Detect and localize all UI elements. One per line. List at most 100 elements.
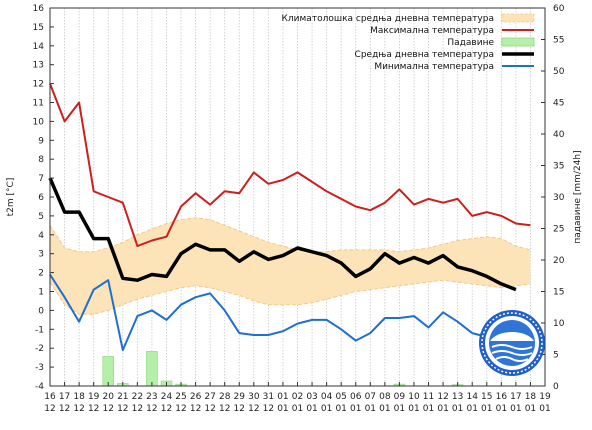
legend-swatch-bar: [501, 37, 535, 47]
y2-tick-label: 40: [553, 130, 565, 140]
rhmz-logo-icon: [479, 310, 545, 376]
x-tick-month: 01: [481, 404, 492, 414]
series-line-0: [49, 83, 531, 248]
y-tick-label: -2: [35, 344, 44, 354]
y-tick-label: 10: [33, 117, 45, 127]
y-tick-label: 7: [38, 174, 44, 184]
x-tick-month: 12: [204, 404, 215, 414]
y-tick-label: 12: [33, 80, 44, 90]
y-tick-label: 14: [33, 42, 45, 52]
x-tick-day: 10: [408, 392, 420, 402]
x-tick-month: 12: [88, 404, 99, 414]
x-tick-month: 01: [379, 404, 390, 414]
x-tick-month: 01: [365, 404, 376, 414]
y-tick-label: 8: [38, 155, 44, 165]
x-tick-day: 06: [350, 392, 362, 402]
x-tick-day: 02: [292, 392, 303, 402]
x-tick-day: 03: [306, 392, 317, 402]
x-tick-month: 12: [132, 404, 143, 414]
x-tick-day: 17: [59, 392, 70, 402]
x-tick-month: 01: [437, 404, 448, 414]
y2-tick-label: 0: [553, 382, 559, 392]
x-tick-day: 16: [44, 392, 56, 402]
x-tick-day: 20: [103, 392, 115, 402]
x-tick-day: 18: [73, 392, 85, 402]
x-tick-day: 04: [321, 392, 333, 402]
y-tick-label: 11: [33, 99, 44, 109]
x-tick-day: 28: [219, 392, 231, 402]
x-tick-day: 09: [394, 392, 406, 402]
series-line-2: [49, 273, 488, 352]
x-tick-month: 12: [59, 404, 70, 414]
x-tick-month: 01: [292, 404, 303, 414]
x-tick-day: 18: [525, 392, 537, 402]
legend: Климатолошка средња дневна температура Ма…: [282, 13, 535, 72]
series-line-1: [48, 177, 517, 292]
y-tick-label: 15: [33, 23, 44, 33]
y-axis-title: t2m [°C]: [6, 178, 16, 217]
x-tick-day: 27: [204, 392, 215, 402]
x-tick-month: 12: [234, 404, 245, 414]
y2-tick-label: 35: [553, 162, 564, 172]
x-tick-month: 12: [248, 404, 259, 414]
x-tick-month: 01: [423, 404, 434, 414]
x-tick-day: 16: [496, 392, 508, 402]
y-tick-label: -3: [35, 363, 44, 373]
x-tick-month: 01: [394, 404, 405, 414]
y2-tick-label: 50: [553, 67, 565, 77]
x-tick-day: 24: [161, 392, 173, 402]
x-tick-month: 12: [161, 404, 172, 414]
x-tick-day: 08: [379, 392, 391, 402]
y-tick-label: 0: [38, 306, 44, 316]
y2-tick-label: 20: [553, 256, 565, 266]
x-tick-month: 12: [190, 404, 201, 414]
precipitation-bar: [102, 356, 114, 387]
y-tick-label: 4: [38, 231, 44, 241]
x-tick-month: 01: [539, 404, 550, 414]
y-tick-label: 2: [38, 269, 44, 279]
y2-axis-title: падавине [mm/24h]: [573, 150, 583, 243]
x-tick-day: 26: [190, 392, 202, 402]
x-tick-day: 30: [248, 392, 260, 402]
x-tick-day: 17: [510, 392, 521, 402]
x-tick-month: 01: [452, 404, 463, 414]
tick-labels: -4-3-2-101234567891011121314151605101520…: [33, 4, 565, 414]
x-tick-month: 01: [277, 404, 288, 414]
y-tick-label: -1: [35, 325, 44, 335]
x-tick-month: 12: [117, 404, 128, 414]
legend-swatch-band: [501, 13, 535, 23]
y2-tick-label: 10: [553, 319, 565, 329]
x-tick-month: 12: [44, 404, 55, 414]
x-tick-day: 25: [175, 392, 186, 402]
legend-label: Средња дневна температура: [355, 50, 494, 60]
legend-label: Минимална температура: [374, 62, 494, 72]
y-tick-label: 9: [38, 136, 44, 146]
y-tick-label: 1: [38, 288, 44, 298]
x-tick-month: 12: [219, 404, 230, 414]
x-tick-day: 31: [263, 392, 274, 402]
x-tick-month: 12: [175, 404, 186, 414]
climate-band-lower-edge: [49, 279, 531, 315]
x-tick-month: 01: [496, 404, 507, 414]
x-tick-day: 05: [335, 392, 346, 402]
x-tick-month: 12: [263, 404, 274, 414]
x-tick-day: 22: [132, 392, 143, 402]
x-tick-month: 01: [335, 404, 346, 414]
x-tick-month: 01: [321, 404, 332, 414]
x-tick-day: 19: [539, 392, 551, 402]
x-tick-day: 13: [452, 392, 463, 402]
y2-tick-label: 45: [553, 99, 564, 109]
x-tick-day: 19: [88, 392, 100, 402]
y2-tick-label: 25: [553, 225, 564, 235]
x-tick-day: 15: [481, 392, 492, 402]
series-lines: [48, 83, 531, 352]
legend-label: Климатолошка средња дневна температура: [282, 14, 494, 24]
y-tick-label: 5: [38, 212, 44, 222]
x-tick-month: 01: [350, 404, 361, 414]
climate-band-upper-edge: [49, 217, 531, 253]
y2-tick-label: 30: [553, 193, 565, 203]
y2-tick-label: 55: [553, 36, 564, 46]
x-tick-month: 01: [408, 404, 419, 414]
x-tick-day: 11: [423, 392, 434, 402]
